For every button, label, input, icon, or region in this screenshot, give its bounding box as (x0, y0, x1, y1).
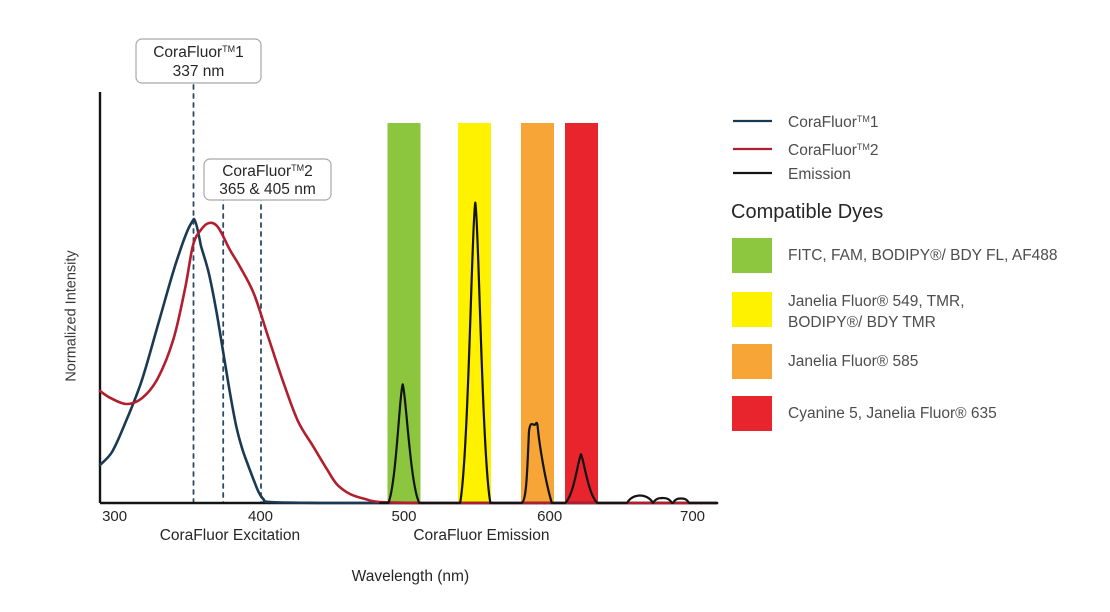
svg-text:365 & 405 nm: 365 & 405 nm (219, 181, 316, 198)
svg-text:400: 400 (248, 508, 273, 525)
svg-text:500: 500 (391, 508, 416, 525)
svg-text:600: 600 (537, 508, 562, 525)
svg-text:BODIPY®/ BDY TMR: BODIPY®/ BDY TMR (788, 314, 936, 331)
svg-text:Janelia Fluor® 585: Janelia Fluor® 585 (788, 353, 918, 370)
svg-text:337 nm: 337 nm (173, 63, 225, 80)
svg-text:CoraFluor Emission: CoraFluor Emission (413, 527, 549, 544)
svg-text:FITC, FAM, BODIPY®/ BDY FL, AF: FITC, FAM, BODIPY®/ BDY FL, AF488 (788, 247, 1058, 264)
svg-text:300: 300 (102, 508, 127, 525)
svg-text:700: 700 (680, 508, 705, 525)
svg-text:Emission: Emission (788, 166, 851, 183)
svg-text:Compatible Dyes: Compatible Dyes (731, 201, 883, 223)
svg-text:Cyanine 5, Janelia Fluor® 635: Cyanine 5, Janelia Fluor® 635 (788, 405, 997, 422)
svg-text:CoraFluor Excitation: CoraFluor Excitation (160, 527, 300, 544)
svg-text:Normalized Intensity: Normalized Intensity (64, 250, 80, 382)
svg-text:CoraFluorTM1: CoraFluorTM1 (788, 114, 879, 131)
svg-text:CoraFluorTM2: CoraFluorTM2 (788, 142, 879, 159)
svg-text:Janelia Fluor® 549, TMR,: Janelia Fluor® 549, TMR, (788, 293, 965, 310)
svg-text:Wavelength (nm): Wavelength (nm) (352, 568, 469, 585)
